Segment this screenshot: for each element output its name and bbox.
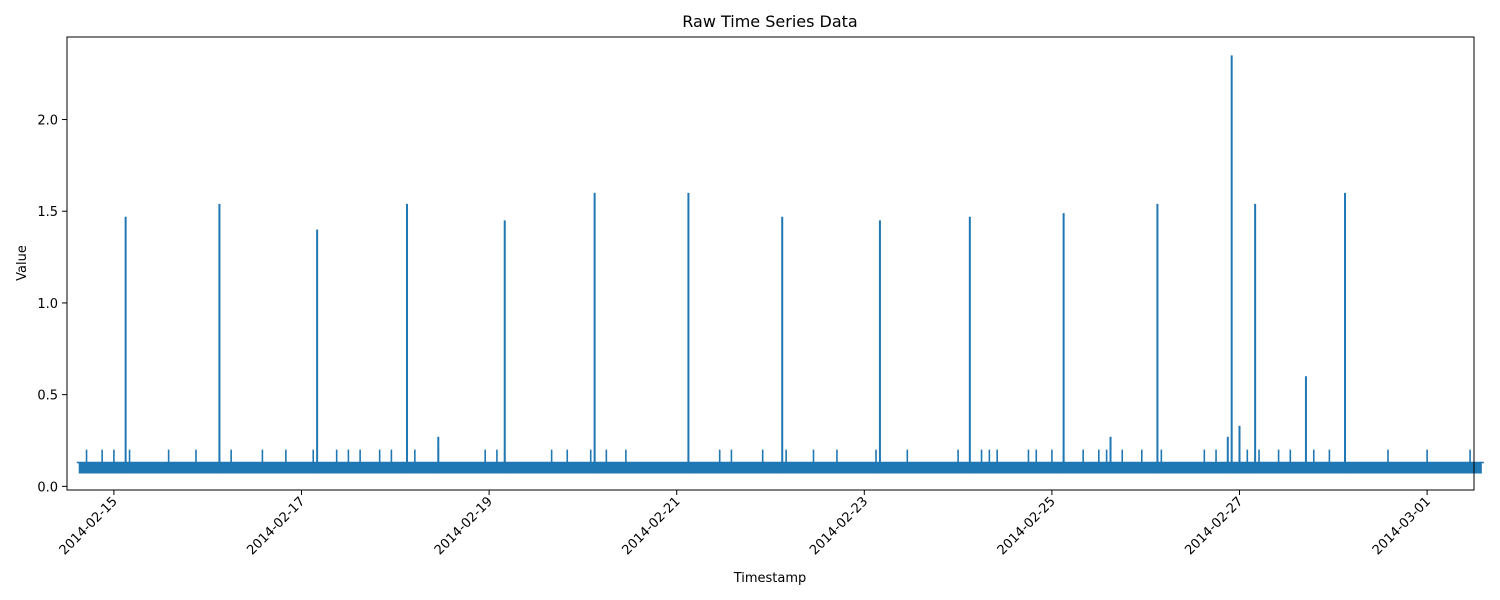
x-axis-title: Timestamp — [733, 571, 807, 586]
y-tick-label: 1.5 — [37, 205, 58, 220]
x-tick-label: 2014-03-01 — [1370, 494, 1434, 558]
x-tick-label: 2014-02-25 — [995, 494, 1059, 558]
y-tick-label: 0.5 — [37, 389, 58, 404]
x-tick-label: 2014-02-15 — [57, 494, 121, 558]
chart-title: Raw Time Series Data — [682, 12, 857, 31]
plot-frame — [66, 36, 1475, 491]
x-tick-label: 2014-02-23 — [807, 494, 871, 558]
x-tick-label: 2014-02-19 — [432, 494, 496, 558]
y-axis-title: Value — [15, 245, 30, 281]
x-tick-label: 2014-02-27 — [1182, 494, 1246, 558]
y-tick-label: 2.0 — [37, 114, 58, 129]
plot-area — [76, 55, 1484, 474]
series-noise-band — [78, 462, 1482, 474]
x-tick-label: 2014-02-17 — [244, 494, 308, 558]
y-tick-label: 0.0 — [37, 480, 58, 495]
y-tick-label: 1.0 — [37, 297, 58, 312]
x-axis: 2014-02-15 2014-02-17 2014-02-19 2014-02-21… — [57, 490, 1434, 558]
y-axis: 0.0 0.5 1.0 1.5 2.0 — [37, 114, 67, 495]
x-tick-label: 2014-02-21 — [619, 494, 683, 558]
